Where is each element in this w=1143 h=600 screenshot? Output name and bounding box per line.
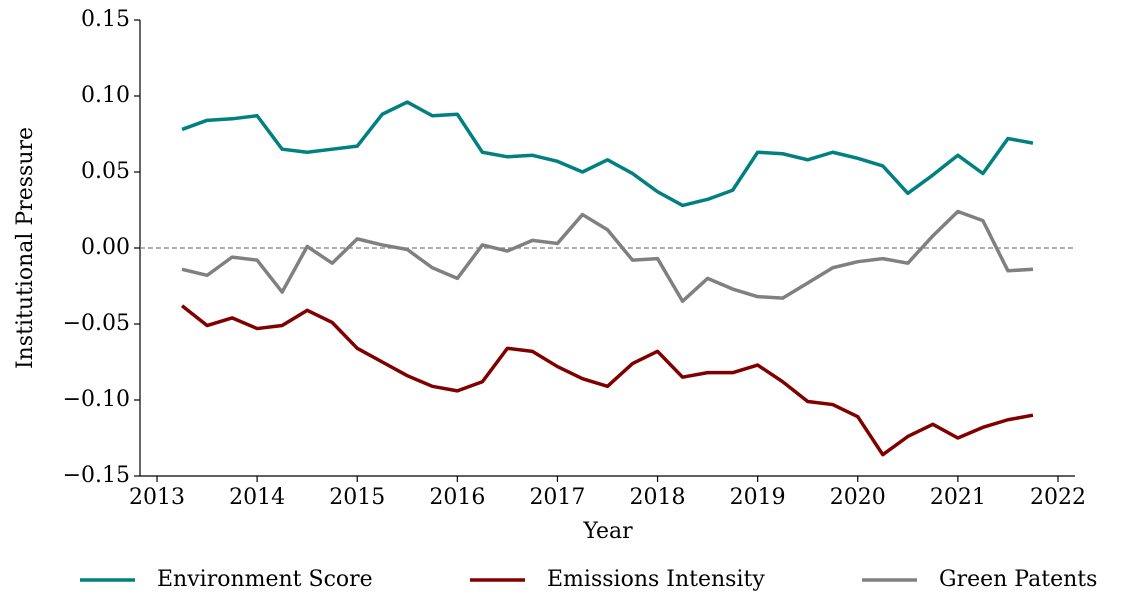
y-tick-label: −0.10 xyxy=(63,387,130,412)
y-tick-label: 0.10 xyxy=(81,83,130,108)
legend-label: Emissions Intensity xyxy=(547,567,765,592)
x-tick-label: 2015 xyxy=(329,485,385,510)
y-tick-label: 0.15 xyxy=(81,7,130,32)
x-tick-label: 2020 xyxy=(830,485,886,510)
y-tick-label: 0.05 xyxy=(81,159,130,184)
x-tick-label: 2019 xyxy=(730,485,786,510)
y-tick-label: −0.05 xyxy=(63,311,130,336)
legend-label: Environment Score xyxy=(157,567,373,592)
x-tick-label: 2016 xyxy=(429,485,485,510)
y-axis-label: Institutional Pressure xyxy=(13,127,38,369)
legend-label: Green Patents xyxy=(939,567,1097,592)
x-axis-label: Year xyxy=(582,519,633,544)
x-tick-label: 2013 xyxy=(129,485,185,510)
y-tick-label: 0.00 xyxy=(81,235,130,260)
line-series xyxy=(180,304,1034,457)
x-tick-label: 2018 xyxy=(630,485,686,510)
line-series xyxy=(181,100,1034,208)
x-tick-label: 2021 xyxy=(930,485,986,510)
line-series xyxy=(181,209,1034,303)
x-tick-label: 2022 xyxy=(1030,485,1086,510)
y-tick-label: −0.15 xyxy=(63,463,130,488)
x-tick-label: 2014 xyxy=(229,485,285,510)
x-tick-label: 2017 xyxy=(529,485,585,510)
